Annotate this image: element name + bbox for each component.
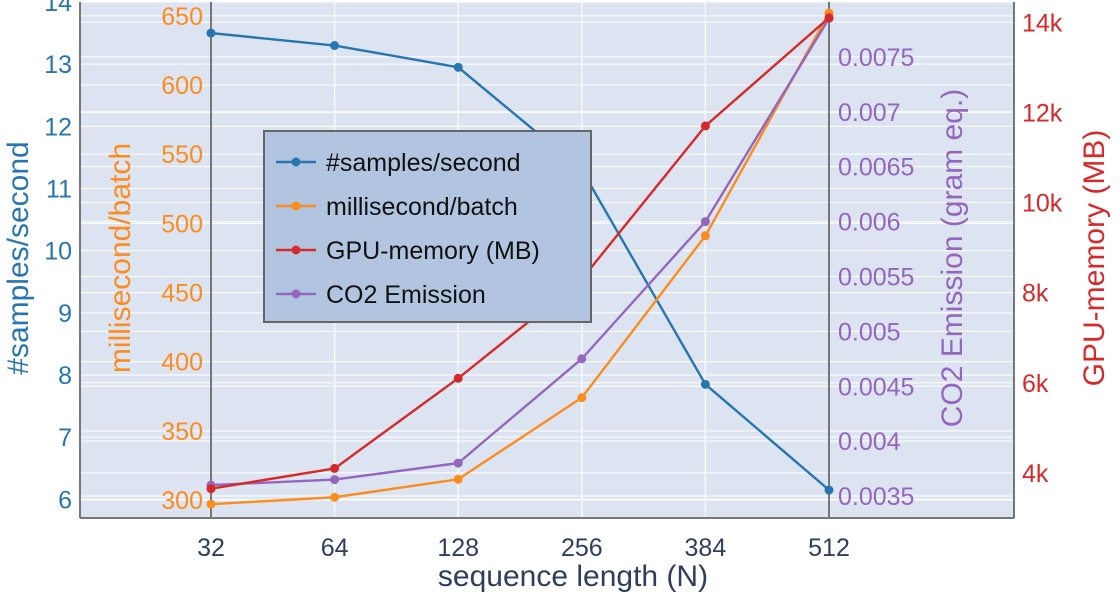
data-point-right1 [577, 354, 587, 364]
left2-axis-title: millisecond/batch [104, 143, 137, 373]
series-line-right2 [210, 16, 830, 490]
ticks-layer: 32 64 128 256 384 512 6 7 8 9 10 11 12 13 14 300 350 400 4… [44, 0, 1063, 562]
axes-frame [79, 2, 1015, 519]
right1-tick-label: 0.006 [838, 209, 901, 237]
left2-tick-label: 350 [161, 418, 203, 446]
right1-tick-label: 0.0075 [838, 44, 914, 72]
left1-tick-label: 6 [58, 486, 72, 514]
series-line-left1 [210, 31, 830, 491]
left1-axis-title: #samples/second [2, 141, 35, 374]
left1-tick-label: 10 [44, 238, 72, 266]
left1-tick-label: 11 [46, 176, 72, 204]
data-point-left1 [453, 62, 463, 72]
legend-marker-right2 [291, 245, 301, 255]
left1-tick-label: 14 [44, 0, 72, 17]
x-tick-label: 512 [808, 534, 850, 562]
legend-marker-left2 [291, 201, 301, 211]
right2-tick-label: 12k [1022, 99, 1063, 127]
legend-label-right1: CO2 Emission [326, 281, 486, 309]
data-point-right1 [700, 217, 710, 227]
data-point-left2 [577, 393, 587, 403]
left2-tick-label: 550 [161, 141, 203, 169]
data-point-left2 [453, 474, 463, 484]
x-tick-label: 256 [561, 534, 603, 562]
data-point-left1 [206, 28, 216, 38]
left1-tick-label: 9 [58, 300, 72, 328]
data-point-right1 [453, 458, 463, 468]
left2-tick-label: 300 [161, 487, 203, 515]
right2-tick-label: 8k [1022, 280, 1049, 308]
data-point-right2 [824, 13, 834, 23]
left1-tick-label: 7 [58, 424, 72, 452]
right1-tick-label: 0.0065 [838, 154, 914, 182]
left2-tick-label: 400 [161, 349, 203, 377]
legend: #samples/second millisecond/batch GPU-memo… [263, 130, 592, 323]
legend-label-right2: GPU-memory (MB) [326, 237, 540, 265]
data-point-right2 [453, 373, 463, 383]
legend-box [263, 130, 592, 323]
left1-tick-label: 13 [44, 51, 72, 79]
x-tick-label: 32 [197, 534, 225, 562]
data-point-left2 [206, 499, 216, 509]
data-point-right2 [700, 121, 710, 131]
legend-label-left1: #samples/second [326, 149, 521, 177]
legend-label-left2: millisecond/batch [326, 193, 518, 221]
right1-tick-label: 0.004 [838, 428, 901, 456]
right1-tick-label: 0.005 [838, 318, 901, 346]
data-point-right1 [330, 475, 340, 485]
data-point-right2 [206, 484, 216, 494]
right2-tick-label: 14k [1022, 9, 1063, 37]
series-line-left2 [210, 12, 831, 506]
data-point-left1 [330, 41, 340, 51]
right2-tick-label: 4k [1022, 460, 1049, 488]
data-point-left2 [700, 231, 710, 241]
series-layer [206, 8, 834, 509]
right2-axis-title: GPU-memory (MB) [1078, 130, 1111, 387]
right1-axis-title: CO2 Emission (gram eq.) [936, 89, 969, 427]
right1-tick-label: 0.0045 [838, 373, 914, 401]
data-point-left2 [330, 492, 340, 502]
left1-tick-label: 12 [44, 113, 72, 141]
data-point-left1 [700, 379, 710, 389]
x-tick-label: 128 [437, 534, 479, 562]
series-line-right1 [210, 17, 831, 487]
data-point-right2 [330, 463, 340, 473]
left2-tick-label: 450 [161, 280, 203, 308]
right1-tick-label: 0.007 [838, 99, 901, 127]
left1-tick-label: 8 [58, 362, 72, 390]
x-axis-title: sequence length (N) [438, 560, 708, 593]
right1-tick-label: 0.0055 [838, 263, 914, 291]
x-tick-label: 64 [321, 534, 349, 562]
right2-tick-label: 10k [1022, 190, 1063, 218]
right1-tick-label: 0.0035 [838, 483, 914, 511]
right2-tick-label: 6k [1022, 370, 1049, 398]
x-tick-label: 384 [685, 534, 727, 562]
left2-tick-label: 600 [161, 72, 203, 100]
legend-marker-right1 [291, 289, 301, 299]
data-point-left1 [824, 485, 834, 495]
legend-marker-left1 [291, 157, 301, 167]
left2-tick-label: 650 [161, 3, 203, 31]
left2-tick-label: 500 [161, 210, 203, 238]
